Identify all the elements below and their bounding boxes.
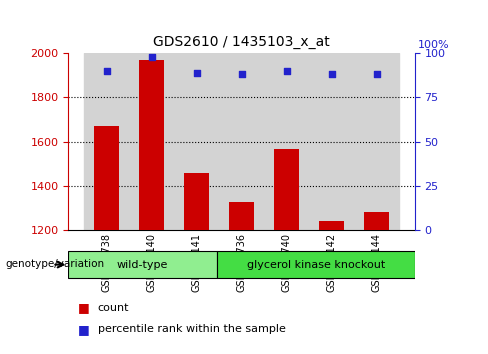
Text: genotype/variation: genotype/variation xyxy=(5,259,104,269)
Bar xyxy=(139,60,164,230)
Bar xyxy=(184,173,209,230)
Bar xyxy=(264,53,309,230)
Point xyxy=(327,72,335,77)
Title: GDS2610 / 1435103_x_at: GDS2610 / 1435103_x_at xyxy=(153,35,330,49)
Bar xyxy=(174,53,219,230)
Point xyxy=(238,72,245,77)
Bar xyxy=(219,53,264,230)
Point xyxy=(148,54,156,59)
Bar xyxy=(364,212,389,230)
Bar xyxy=(309,53,354,230)
Text: ■: ■ xyxy=(78,302,90,314)
Bar xyxy=(229,202,254,230)
Bar xyxy=(94,126,119,230)
Bar xyxy=(129,53,174,230)
Text: count: count xyxy=(98,303,129,313)
Text: percentile rank within the sample: percentile rank within the sample xyxy=(98,324,285,334)
Point xyxy=(373,72,381,77)
Text: glycerol kinase knockout: glycerol kinase knockout xyxy=(246,259,385,270)
Point xyxy=(102,68,110,74)
Bar xyxy=(68,251,217,278)
Text: ■: ■ xyxy=(78,323,90,336)
Text: wild-type: wild-type xyxy=(117,259,168,270)
Bar xyxy=(319,221,344,230)
Bar xyxy=(354,53,399,230)
Bar xyxy=(274,149,299,230)
Point xyxy=(283,68,290,74)
Bar xyxy=(217,251,415,278)
Bar xyxy=(84,53,129,230)
Point xyxy=(193,70,201,75)
Text: 100%: 100% xyxy=(418,40,450,50)
